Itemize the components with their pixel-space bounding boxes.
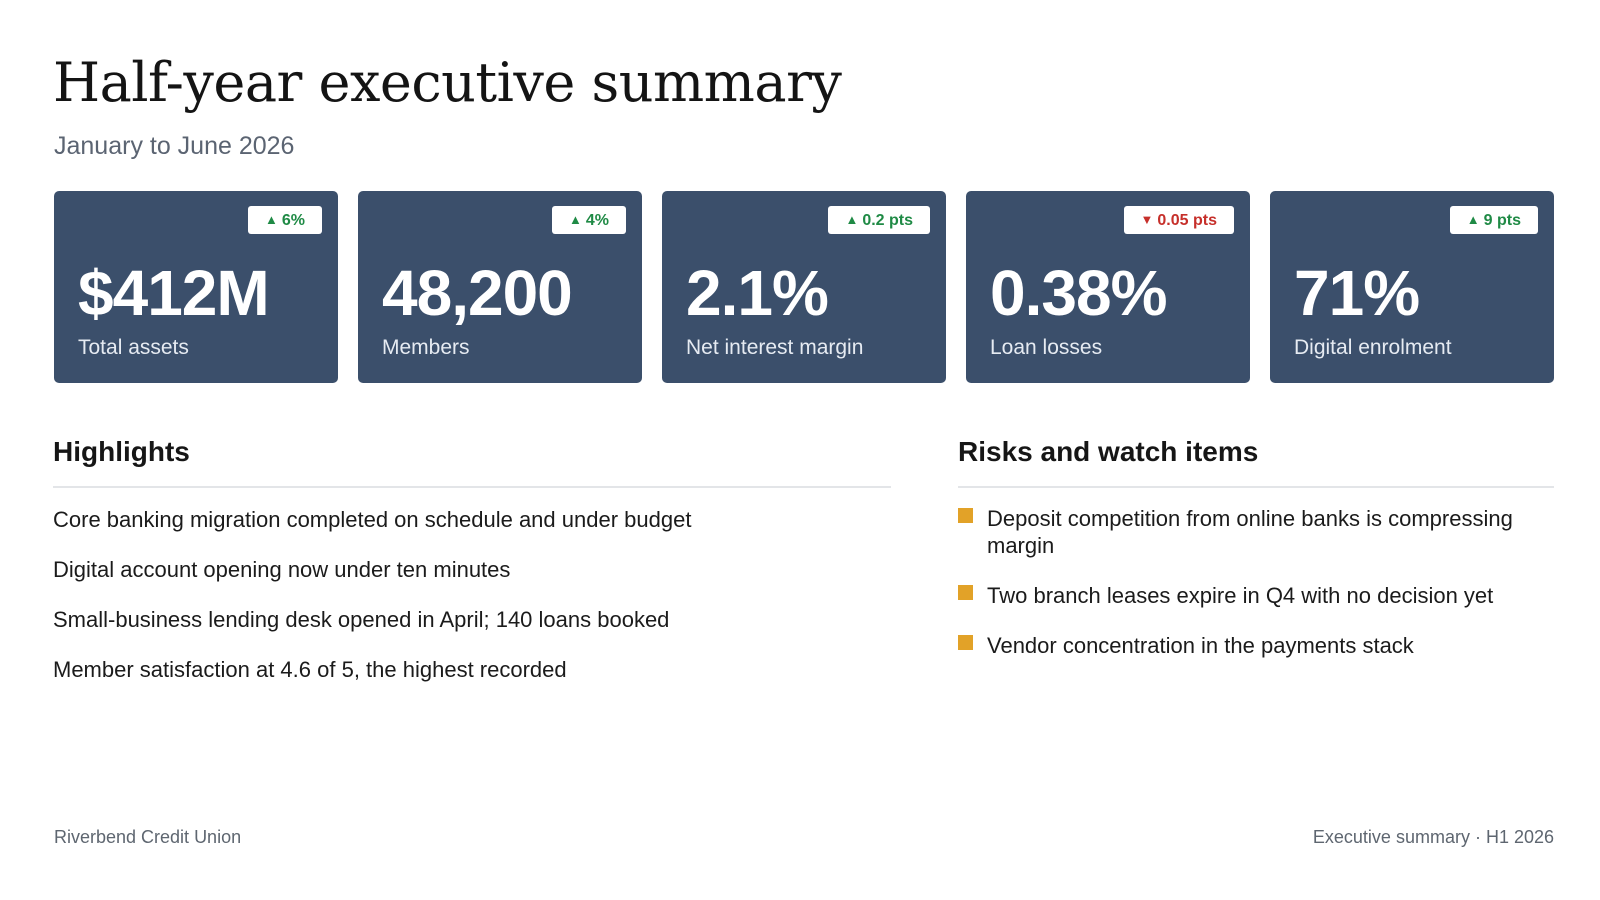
change-badge: ▲ 4% [552, 206, 626, 234]
list-item: Member satisfaction at 4.6 of 5, the hig… [53, 657, 567, 682]
square-bullet-icon [958, 585, 973, 600]
kpi-label: Digital enrolment [1294, 336, 1452, 359]
change-value: 4% [585, 212, 609, 229]
kpi-label: Total assets [78, 336, 189, 359]
risk-text: Vendor concentration in the payments sta… [987, 633, 1414, 658]
change-badge: ▲ 9 pts [1449, 206, 1538, 234]
kpi-card-members: ▲ 4% 48,200 Members [358, 191, 642, 383]
kpi-card-loan-losses: ▼ 0.05 pts 0.38% Loan losses [966, 191, 1250, 383]
kpi-row: ▲ 6% $412M Total assets ▲ 4% 48,200 Member… [54, 191, 1554, 383]
list-item: Two branch leases expire in Q4 with no d… [958, 582, 1554, 609]
arrow-up-icon: ▲ [1466, 212, 1480, 227]
divider [53, 486, 891, 488]
change-value: 9 pts [1483, 212, 1521, 229]
arrow-up-icon: ▲ [569, 212, 582, 227]
square-bullet-icon [958, 635, 973, 650]
square-bullet-icon [958, 508, 973, 523]
arrow-up-icon: ▲ [265, 212, 278, 227]
kpi-label: Net interest margin [686, 336, 864, 359]
arrow-down-icon: ▼ [1140, 212, 1154, 227]
risks-section: Risks and watch items Deposit competitio… [958, 432, 1554, 682]
divider [958, 486, 1554, 488]
kpi-value: 2.1% [686, 257, 829, 329]
risks-heading: Risks and watch items [958, 436, 1259, 467]
list-item: Small-business lending desk opened in Ap… [53, 607, 670, 632]
list-item: Deposit competition from online banks is… [958, 505, 1554, 559]
kpi-card-total-assets: ▲ 6% $412M Total assets [54, 191, 338, 383]
highlights-heading: Highlights [53, 436, 190, 467]
arrow-up-icon: ▲ [845, 212, 859, 227]
risk-text: Two branch leases expire in Q4 with no d… [987, 583, 1494, 608]
highlights-list: Core banking migration completed on sche… [53, 506, 891, 683]
list-item: Core banking migration completed on sche… [53, 507, 692, 532]
page-subtitle: January to June 2026 [54, 132, 295, 160]
kpi-label: Loan losses [990, 336, 1103, 359]
kpi-value: 48,200 [382, 257, 573, 329]
change-badge: ▼ 0.05 pts [1123, 206, 1234, 234]
kpi-card-digital-enrolment: ▲ 9 pts 71% Digital enrolment [1270, 191, 1554, 383]
footer-document-label: Executive summary · H1 2026 [1312, 827, 1554, 847]
list-item: Digital account opening now under ten mi… [53, 557, 511, 582]
footer-organization: Riverbend Credit Union [54, 827, 242, 847]
kpi-value: 71% [1294, 257, 1420, 329]
change-badge: ▲ 6% [248, 206, 322, 234]
highlights-section: Highlights Core banking migration comple… [53, 432, 891, 706]
change-badge: ▲ 0.2 pts [828, 206, 930, 234]
change-value: 0.2 pts [862, 212, 913, 229]
risks-list: Deposit competition from online banks is… [958, 505, 1554, 659]
kpi-label: Members [382, 336, 470, 359]
kpi-card-net-interest-margin: ▲ 0.2 pts 2.1% Net interest margin [662, 191, 946, 383]
kpi-value: $412M [78, 257, 270, 329]
risk-text: Deposit competition from online banks is… [987, 506, 1513, 558]
page-title: Half-year executive summary [53, 51, 842, 114]
change-value: 6% [281, 212, 305, 229]
list-item: Vendor concentration in the payments sta… [958, 632, 1554, 659]
change-value: 0.05 pts [1157, 212, 1217, 229]
kpi-value: 0.38% [990, 257, 1167, 329]
